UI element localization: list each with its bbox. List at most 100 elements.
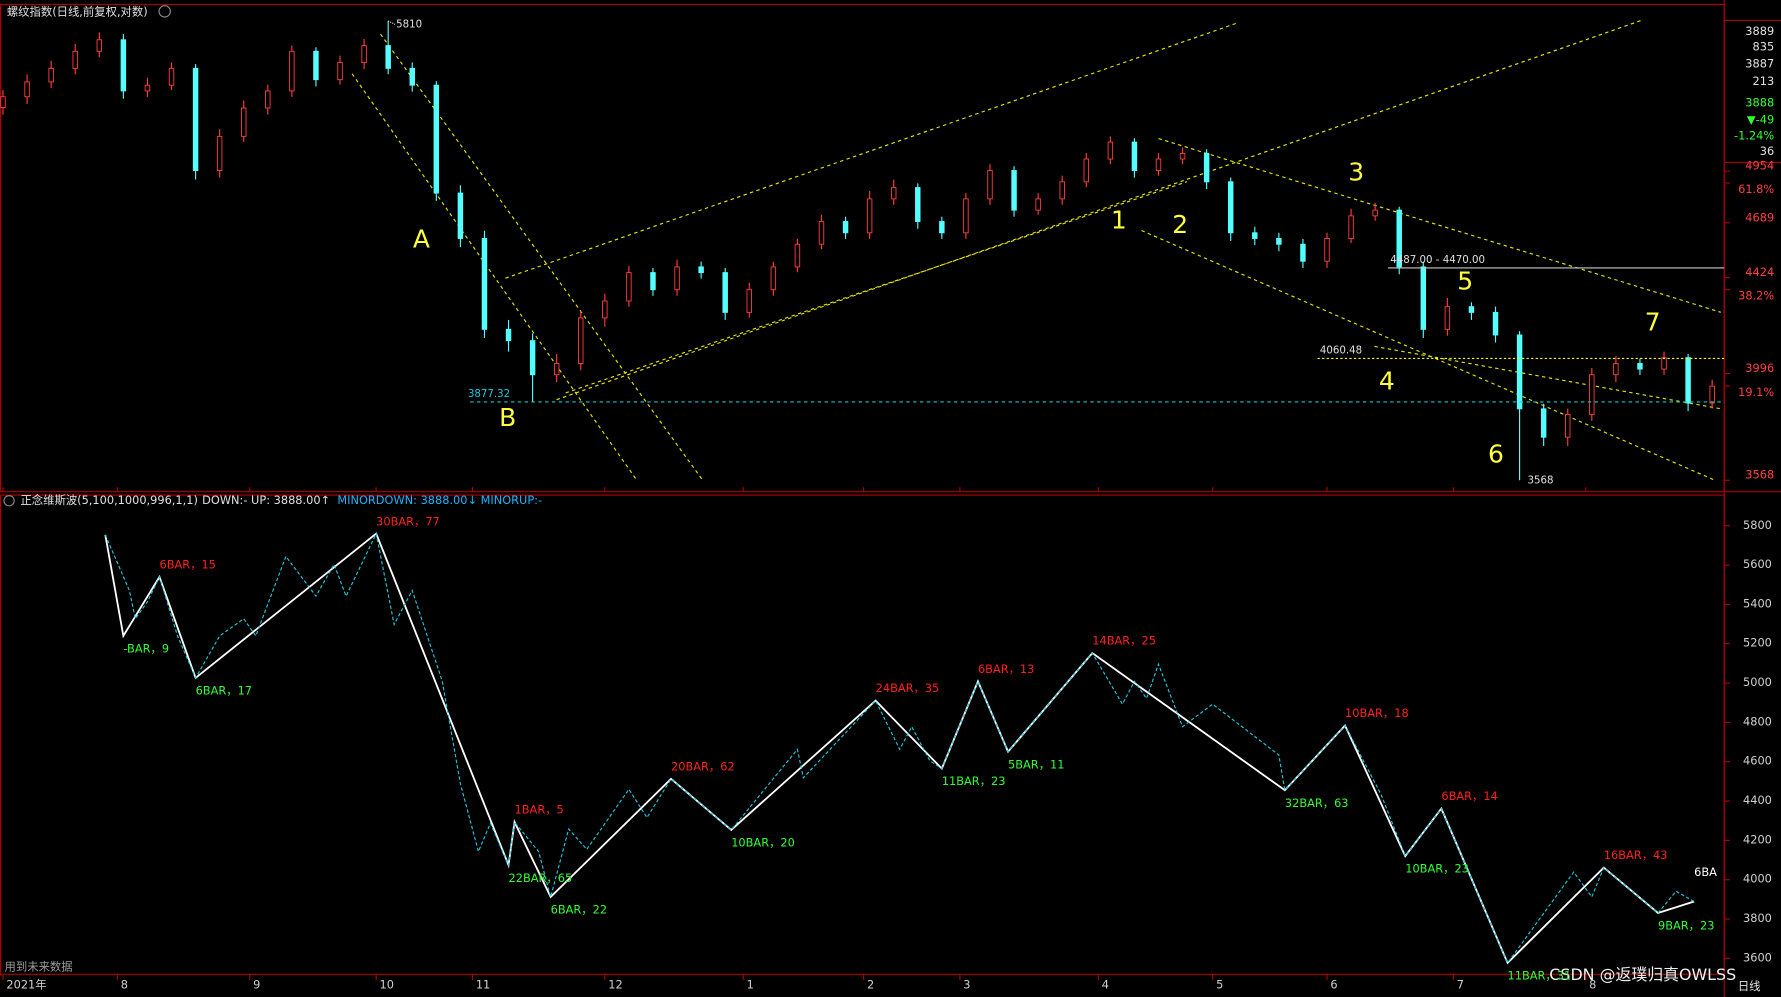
price-level-label: 4060.48 [1320, 346, 1362, 357]
x-tick-label: 1 [747, 978, 754, 992]
candle-body [1565, 414, 1571, 438]
candle-body [337, 62, 343, 81]
bar-count-label: 20BAR，62 [671, 759, 735, 773]
candle-body [1300, 243, 1306, 262]
quote-value: 213 [1753, 74, 1775, 88]
candle-body [1589, 374, 1595, 415]
candle-body [72, 50, 78, 69]
candle-body [1468, 306, 1475, 313]
wave-label: 1 [1111, 205, 1127, 234]
bar-count-label: 5BAR，11 [1008, 757, 1064, 771]
x-tick-label: 10 [380, 978, 394, 992]
wave-label: 2 [1172, 210, 1188, 239]
candle-body [1083, 158, 1090, 183]
bar-count-label: -BAR，9 [123, 642, 169, 656]
candle-body [192, 67, 199, 171]
wave-status: DOWN:- UP: 3888.00↑ [202, 493, 330, 507]
candle-body [1661, 357, 1667, 370]
menu-icon[interactable] [158, 5, 171, 18]
candle-body [602, 300, 608, 319]
y-tick-label: 5000 [1743, 675, 1772, 689]
x-tick-label: 8 [121, 978, 128, 992]
low-label: 3877.32 [468, 389, 510, 400]
y-tick-label: 4200 [1743, 832, 1772, 846]
candle-body [1203, 152, 1210, 183]
wave-title: 正念维斯波(5,100,1000,996,1,1) [20, 493, 197, 507]
y-tick-label: 4400 [1743, 793, 1772, 807]
candle-body [1492, 311, 1499, 336]
y-tick-label: 4000 [1743, 872, 1772, 886]
y-tick-label: 4954 [1745, 159, 1774, 173]
candle-body [241, 107, 247, 137]
candle-body [505, 328, 512, 342]
quote-value: 3889 [1745, 24, 1774, 38]
y-tick-label: 4424 [1745, 265, 1774, 279]
watermark: CSDN @返璞归真OWLSS [1549, 965, 1736, 984]
quote-percent: -1.24% [1734, 128, 1774, 142]
wave-label: 6 [1488, 439, 1504, 468]
x-tick-label: 9 [253, 978, 260, 992]
candle-body [433, 84, 440, 194]
candle-body [24, 81, 30, 98]
wave-label: 4 [1379, 367, 1395, 396]
quote-value: 36 [1760, 144, 1774, 158]
x-tick-label: 5 [1216, 978, 1223, 992]
candle-body [1155, 158, 1162, 171]
candle-body [265, 90, 271, 109]
quote-value: 3888 [1745, 95, 1774, 109]
candle-body [1709, 385, 1715, 404]
candle-body [457, 192, 464, 239]
candle-body [915, 187, 921, 222]
y-tick-label: 38.2% [1738, 289, 1774, 303]
y-tick-label: 3800 [1743, 911, 1772, 925]
candle-body [1540, 408, 1547, 438]
trend-line [1158, 137, 1721, 313]
trend-line [1141, 229, 1716, 481]
bar-count-label: 32BAR，63 [1285, 796, 1349, 810]
candle-body [168, 67, 175, 86]
candle-body [1516, 334, 1523, 410]
bar-count-label: 14BAR，25 [1092, 634, 1156, 648]
candle-body [1131, 141, 1138, 171]
menu-icon[interactable] [3, 495, 15, 507]
x-tick-label: 2 [867, 978, 874, 992]
y-tick-label: 5600 [1743, 557, 1772, 571]
bar-count-label: 10BAR，20 [731, 836, 795, 850]
y-tick-label: 4800 [1743, 714, 1772, 728]
quote-value: 835 [1753, 40, 1775, 54]
trend-line [1374, 345, 1721, 410]
candle-body [144, 84, 151, 92]
x-tick-label: 11 [476, 978, 490, 992]
wave-status: MINORDOWN: 3888.00↓ MINORUP:- [337, 493, 542, 507]
bar-count-label: 11BAR，31 [1508, 969, 1572, 983]
candle-body [698, 266, 704, 274]
y-tick-label: 3996 [1745, 361, 1774, 375]
price-title: 螺纹指数(日线,前复权,对数) [7, 4, 148, 18]
candle-body [746, 289, 752, 313]
wave-label: 5 [1457, 267, 1473, 296]
candle-body [48, 67, 54, 83]
candle-body [1396, 209, 1402, 268]
y-tick-label: 19.1% [1738, 385, 1774, 399]
y-tick-label: 4600 [1743, 754, 1772, 768]
y-tick-label: 3568 [1745, 468, 1774, 482]
trend-line [565, 181, 1188, 394]
bar-count-label: 10BAR，18 [1345, 706, 1409, 720]
candle-body [1420, 266, 1427, 330]
candle-body [216, 135, 223, 171]
candle-body [481, 238, 488, 330]
candle-body [1613, 363, 1619, 376]
candle-body [289, 50, 295, 92]
candle-body [409, 67, 415, 86]
candle-body [553, 363, 560, 376]
candle-body [1324, 238, 1330, 262]
candle-body [96, 39, 103, 52]
candle-body [770, 266, 777, 291]
candle-body [1685, 357, 1691, 404]
quote-change: ▼-49 [1747, 112, 1774, 126]
candle-body [963, 198, 969, 234]
low-label: 3568 [1528, 475, 1554, 486]
candle-body [1348, 215, 1354, 239]
high-label: 5810 [396, 19, 422, 30]
candle-body [1035, 198, 1041, 211]
